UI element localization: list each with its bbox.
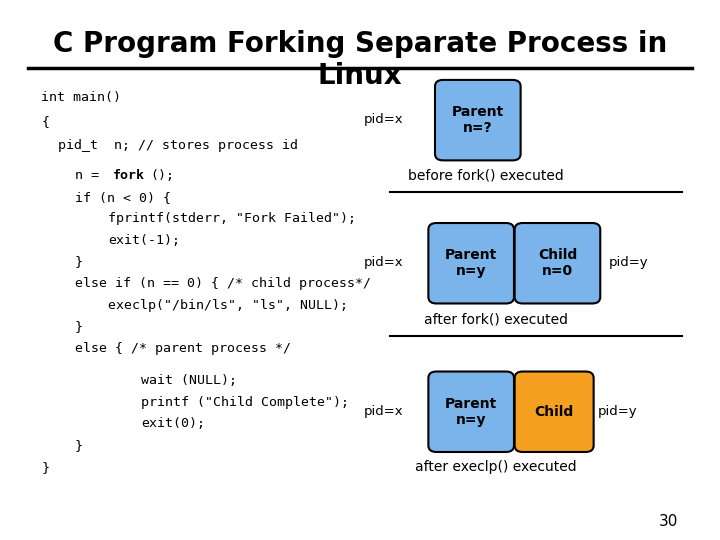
FancyBboxPatch shape xyxy=(515,223,600,303)
Text: int main(): int main() xyxy=(42,91,122,104)
Text: 30: 30 xyxy=(660,514,679,529)
Text: pid=y: pid=y xyxy=(609,256,649,269)
Text: {: { xyxy=(42,115,50,128)
Text: fprintf(stderr, "Fork Failed");: fprintf(stderr, "Fork Failed"); xyxy=(108,212,356,225)
Text: Parent
n=y: Parent n=y xyxy=(445,397,498,427)
Text: Parent
n=?: Parent n=? xyxy=(451,105,504,135)
FancyBboxPatch shape xyxy=(435,80,521,160)
Text: pid=x: pid=x xyxy=(364,256,403,269)
Text: Child: Child xyxy=(534,405,574,418)
Text: wait (NULL);: wait (NULL); xyxy=(141,374,237,387)
Text: if (n < 0) {: if (n < 0) { xyxy=(75,191,171,204)
Text: else { /* parent process */: else { /* parent process */ xyxy=(75,342,291,355)
Text: after fork() executed: after fork() executed xyxy=(424,313,568,327)
Text: after execlp() executed: after execlp() executed xyxy=(415,460,577,474)
Text: printf ("Child Complete");: printf ("Child Complete"); xyxy=(141,396,349,409)
Text: ();: (); xyxy=(150,169,175,182)
Text: pid_t  n; // stores process id: pid_t n; // stores process id xyxy=(58,139,298,152)
FancyBboxPatch shape xyxy=(515,372,593,452)
Text: else if (n == 0) { /* child process*/: else if (n == 0) { /* child process*/ xyxy=(75,277,371,290)
FancyBboxPatch shape xyxy=(428,223,514,303)
Text: exit(-1);: exit(-1); xyxy=(108,234,180,247)
Text: n =: n = xyxy=(75,169,107,182)
Text: }: } xyxy=(75,320,83,333)
Text: Child
n=0: Child n=0 xyxy=(538,248,577,278)
Text: execlp("/bin/ls", "ls", NULL);: execlp("/bin/ls", "ls", NULL); xyxy=(108,299,348,312)
Text: pid=y: pid=y xyxy=(598,405,637,418)
Text: before fork() executed: before fork() executed xyxy=(408,168,564,183)
Text: C Program Forking Separate Process in
Linux: C Program Forking Separate Process in Li… xyxy=(53,30,667,90)
FancyBboxPatch shape xyxy=(428,372,514,452)
Text: Parent
n=y: Parent n=y xyxy=(445,248,498,278)
Text: pid=x: pid=x xyxy=(364,113,403,126)
Text: }: } xyxy=(75,439,83,452)
Text: exit(0);: exit(0); xyxy=(141,417,205,430)
Text: fork: fork xyxy=(112,169,145,182)
Text: pid=x: pid=x xyxy=(364,405,403,418)
Text: }: } xyxy=(75,255,83,268)
Text: }: } xyxy=(42,461,50,474)
